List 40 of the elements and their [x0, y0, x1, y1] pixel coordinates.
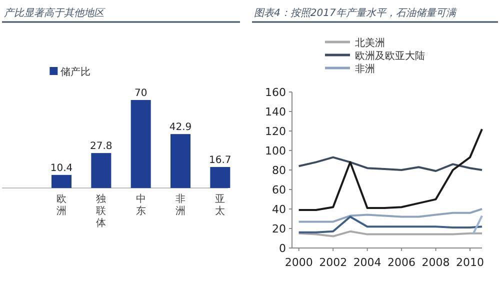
chart-title: 产比显著高于其他地区 — [4, 7, 106, 19]
line-series — [298, 128, 483, 211]
x-tick-label: 中东 — [136, 193, 146, 217]
x-tick-label: 2004 — [353, 256, 382, 269]
x-tick-label: 2008 — [422, 256, 450, 269]
line-series — [298, 156, 483, 172]
y-tick-label: 40 — [272, 203, 286, 216]
y-tick-label: 60 — [272, 184, 286, 196]
y-tick-label: 20 — [272, 222, 286, 236]
legend-label: 非洲 — [355, 63, 375, 75]
y-tick-label: 100 — [265, 144, 286, 158]
bar — [52, 174, 72, 188]
data-label: 16.7 — [209, 155, 232, 166]
chart-title: 图表4：按照2017年产量水平，石油储量可满 — [254, 7, 458, 19]
y-tick-label: 160 — [265, 86, 286, 99]
bar — [91, 153, 112, 188]
y-tick-label: 0 — [279, 242, 286, 255]
x-tick-label: 亚太 — [215, 194, 226, 217]
x-tick-label: 2000 — [284, 256, 313, 269]
legend-label: 北美洲 — [355, 37, 385, 49]
x-tick-label: 欧洲 — [56, 194, 66, 217]
data-label: 10.4 — [50, 162, 73, 174]
bar — [130, 100, 151, 188]
x-tick-label: 独联体 — [96, 193, 106, 229]
x-tick-label: 非洲 — [176, 193, 186, 217]
y-tick-label: 80 — [272, 164, 286, 177]
data-label: 42.9 — [169, 122, 192, 134]
data-label: 27.8 — [90, 141, 112, 152]
data-label: 70 — [134, 88, 148, 99]
legend-label: 储产比 — [60, 66, 91, 78]
x-tick-label: 2006 — [388, 256, 416, 269]
y-tick-label: 120 — [265, 125, 286, 138]
x-tick-label: 2002 — [319, 256, 348, 269]
line-series — [298, 216, 483, 234]
legend-label: 欧洲及欧亚大陆 — [355, 50, 425, 62]
bar — [210, 167, 230, 188]
x-tick-label: 2010 — [456, 256, 484, 269]
bar — [170, 134, 190, 188]
y-tick-label: 140 — [265, 106, 286, 118]
line-series — [298, 208, 483, 223]
